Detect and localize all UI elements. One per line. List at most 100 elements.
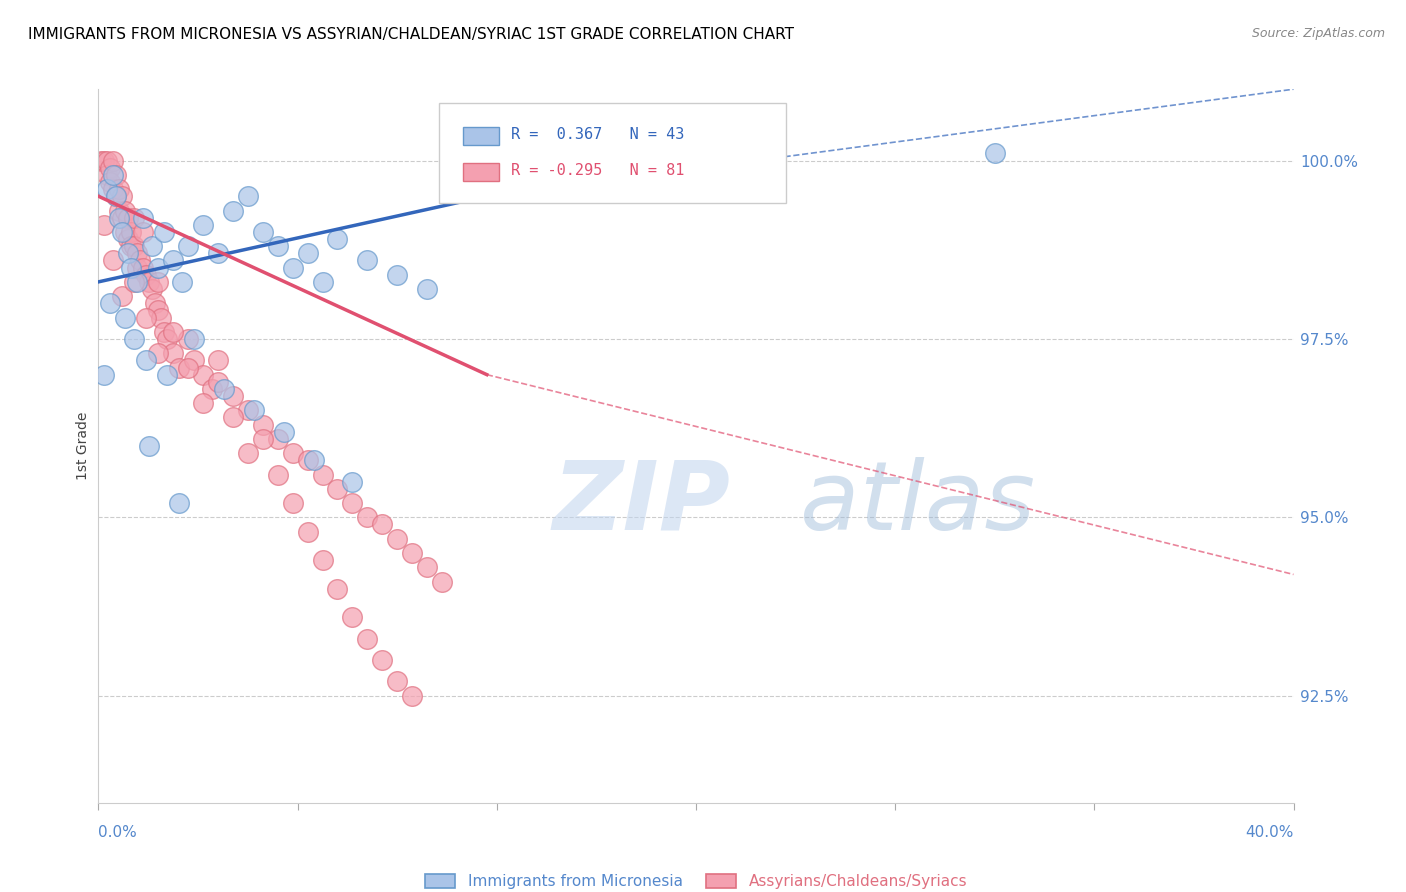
Point	[96, 153, 118, 168]
Point	[342, 475, 364, 489]
Point	[297, 524, 319, 539]
Point	[252, 225, 274, 239]
Point	[132, 211, 155, 225]
Bar	[463, 162, 499, 180]
Point	[267, 239, 290, 253]
Point	[222, 203, 245, 218]
Point	[212, 382, 235, 396]
Point	[342, 496, 364, 510]
Point	[311, 467, 333, 482]
Point	[326, 232, 349, 246]
Point	[127, 260, 149, 275]
Point	[281, 496, 304, 510]
Point	[103, 168, 125, 182]
FancyBboxPatch shape	[439, 103, 786, 203]
Bar	[463, 127, 499, 145]
Text: R =  0.367   N = 43: R = 0.367 N = 43	[510, 128, 685, 143]
Point	[93, 153, 115, 168]
Point	[385, 532, 409, 546]
Point	[156, 368, 179, 382]
Point	[385, 674, 409, 689]
Text: IMMIGRANTS FROM MICRONESIA VS ASSYRIAN/CHALDEAN/SYRIAC 1ST GRADE CORRELATION CHA: IMMIGRANTS FROM MICRONESIA VS ASSYRIAN/C…	[28, 27, 794, 42]
Point	[111, 189, 134, 203]
Point	[416, 560, 439, 574]
Point	[167, 360, 190, 375]
Point	[120, 239, 142, 253]
Point	[401, 689, 423, 703]
Point	[124, 332, 146, 346]
Point	[267, 432, 290, 446]
Point	[129, 253, 152, 268]
Point	[96, 168, 118, 182]
Point	[191, 368, 214, 382]
Point	[105, 189, 128, 203]
Point	[120, 260, 142, 275]
Text: R = -0.295   N = 81: R = -0.295 N = 81	[510, 163, 685, 178]
Point	[124, 275, 146, 289]
Point	[371, 653, 394, 667]
Point	[326, 482, 349, 496]
Point	[132, 260, 155, 275]
Point	[114, 225, 136, 239]
Point	[297, 246, 319, 260]
Point	[135, 310, 157, 325]
Point	[114, 203, 136, 218]
Point	[252, 432, 274, 446]
Text: atlas: atlas	[553, 457, 1035, 549]
Point	[103, 182, 125, 196]
Point	[93, 368, 115, 382]
Text: 0.0%: 0.0%	[98, 825, 138, 840]
Legend: Immigrants from Micronesia, Assyrians/Chaldeans/Syriacs: Immigrants from Micronesia, Assyrians/Ch…	[419, 868, 973, 892]
Point	[138, 275, 160, 289]
Point	[267, 467, 290, 482]
Point	[143, 296, 166, 310]
Point	[111, 289, 134, 303]
Point	[183, 332, 205, 346]
Point	[117, 246, 139, 260]
Point	[111, 211, 134, 225]
Point	[114, 310, 136, 325]
Point	[207, 246, 229, 260]
Point	[416, 282, 439, 296]
Point	[281, 446, 304, 460]
Point	[141, 282, 163, 296]
Point	[236, 189, 259, 203]
Point	[311, 553, 333, 567]
Point	[302, 453, 325, 467]
Point	[117, 211, 139, 225]
Point	[108, 203, 131, 218]
Point	[342, 610, 364, 624]
Point	[124, 211, 146, 225]
Point	[153, 325, 176, 339]
Point	[135, 268, 157, 282]
Point	[191, 396, 214, 410]
Point	[153, 225, 176, 239]
Point	[183, 353, 205, 368]
Point	[93, 218, 115, 232]
Point	[243, 403, 266, 417]
Point	[135, 353, 157, 368]
Y-axis label: 1st Grade: 1st Grade	[76, 412, 90, 480]
Point	[984, 146, 1007, 161]
Point	[385, 268, 409, 282]
Point	[148, 303, 170, 318]
Point	[100, 175, 122, 189]
Point	[162, 325, 184, 339]
Point	[100, 161, 122, 175]
Point	[138, 439, 160, 453]
Point	[311, 275, 333, 289]
Point	[401, 546, 423, 560]
Point	[108, 211, 131, 225]
Point	[100, 296, 122, 310]
Point	[172, 275, 194, 289]
Point	[103, 253, 125, 268]
Point	[127, 275, 149, 289]
Point	[222, 389, 245, 403]
Point	[236, 446, 259, 460]
Point	[177, 360, 200, 375]
Point	[148, 346, 170, 360]
Point	[148, 260, 170, 275]
Point	[356, 632, 378, 646]
Point	[356, 510, 378, 524]
Point	[150, 310, 173, 325]
